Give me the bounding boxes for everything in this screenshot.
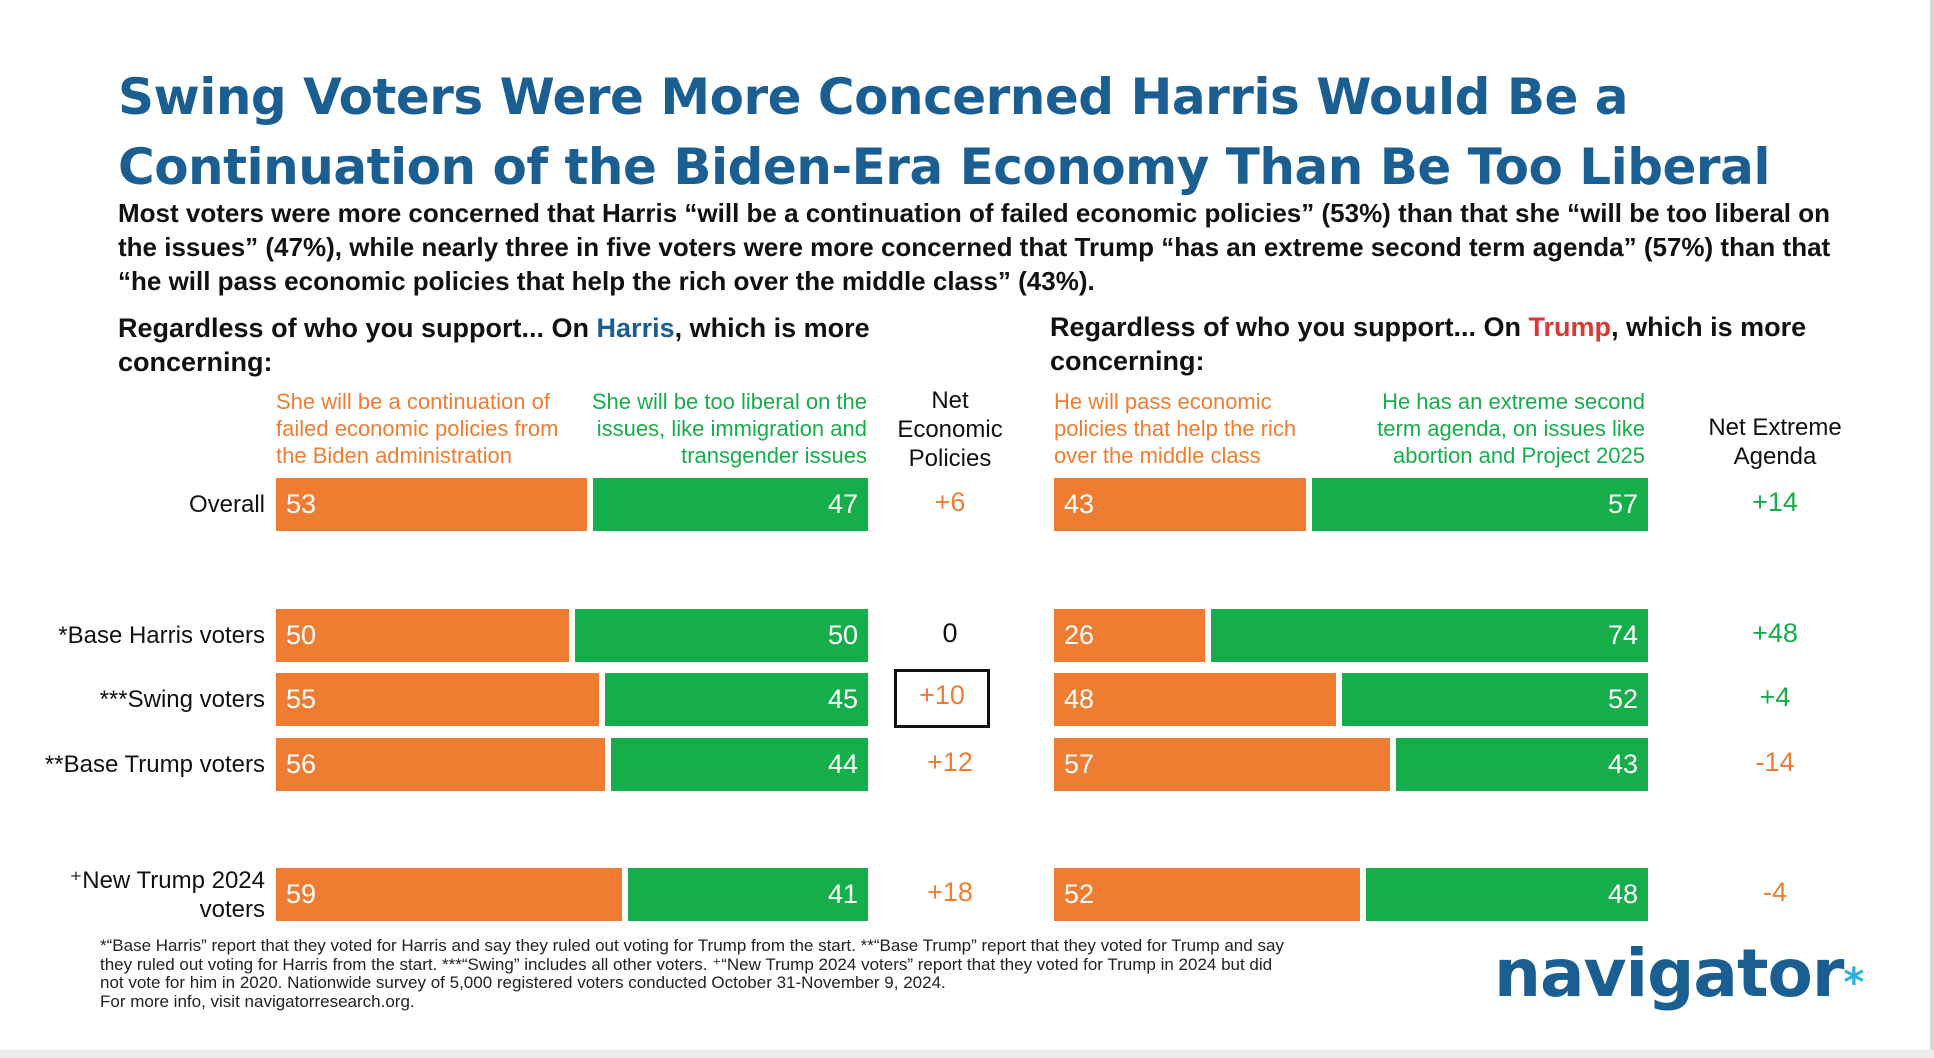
bar-segment-green: 74 (1211, 609, 1648, 662)
row-label-swing: ***Swing voters (100, 685, 265, 714)
net-value: 0 (942, 618, 958, 648)
left-net-header: Net Economic Policies (880, 386, 1020, 473)
bar-segment-orange: 56 (276, 738, 605, 791)
logo-text: navigator (1494, 935, 1844, 1012)
right-green-header-line: He has an extreme second (1382, 389, 1645, 414)
bar-segment-orange: 50 (276, 609, 569, 662)
row-label-base-harris: *Base Harris voters (58, 621, 265, 650)
right-orange-header-line: policies that help the rich (1054, 416, 1297, 441)
net-value: -14 (1755, 747, 1795, 777)
page-title: Swing Voters Were More Concerned Harris … (118, 62, 1878, 202)
bar-segment-orange: 26 (1054, 609, 1205, 662)
left-net-header-line: Economic (897, 416, 1003, 443)
bar-segment-orange: 55 (276, 673, 599, 726)
bar-segment-green: 45 (605, 673, 868, 726)
left-green-header-line: transgender issues (681, 443, 867, 468)
row-label-line: Overall (188, 491, 265, 518)
row-label-line: voters (199, 896, 265, 923)
net-value: +4 (1759, 682, 1791, 712)
subtitle-line-2: the issues” (47%), while nearly three in… (118, 232, 1831, 262)
net-value: +18 (927, 877, 973, 907)
left-question-post: , which is more (674, 313, 870, 343)
left-net-header-line: Net (931, 387, 969, 414)
footnote: *“Base Harris” report that they voted fo… (100, 936, 1430, 1011)
left-question-pre: Regardless of who you support... On (118, 313, 597, 343)
right-orange-header-line: over the middle class (1054, 443, 1261, 468)
row-label-line: ⁺New Trump 2024 (69, 867, 265, 894)
right-edge-divider (1930, 0, 1934, 1058)
right-net-header: Net Extreme Agenda (1690, 413, 1860, 471)
navigator-logo: navigator* (1494, 935, 1864, 1012)
footnote-line: they ruled out voting for Harris from th… (100, 954, 1273, 974)
bar-segment-green: 57 (1312, 478, 1648, 531)
bar-segment-green: 41 (628, 868, 868, 921)
bar-segment-orange: 59 (276, 868, 622, 921)
net-value: +48 (1752, 618, 1798, 648)
right-question-line-2: concerning: (1050, 346, 1205, 376)
title-line-1: Swing Voters Were More Concerned Harris … (118, 68, 1629, 126)
bar-segment-green: 47 (593, 478, 868, 531)
row-label-line: ***Swing voters (99, 686, 265, 713)
left-orange-header-line: the Biden administration (276, 443, 513, 468)
right-question-pre: Regardless of who you support... On (1050, 312, 1529, 342)
left-question-candidate: Harris (596, 313, 675, 343)
right-green-header: He has an extreme second term agenda, on… (1345, 388, 1645, 469)
bar-segment-orange: 48 (1054, 673, 1336, 726)
bar-segment-green: 43 (1396, 738, 1648, 791)
row-label-line: *Base Harris voters (58, 622, 265, 649)
left-green-header-line: issues, like immigration and (596, 416, 867, 441)
bar-segment-green: 52 (1342, 673, 1648, 726)
bottom-edge-divider (0, 1050, 1934, 1058)
right-green-header-line: abortion and Project 2025 (1393, 443, 1645, 468)
net-value: -4 (1762, 877, 1787, 907)
right-net-header-line: Net Extreme (1708, 414, 1842, 441)
left-net-header-line: Policies (908, 445, 992, 472)
subtitle-line-1: Most voters were more concerned that Har… (118, 198, 1830, 228)
left-panel-question: Regardless of who you support... On Harr… (118, 311, 938, 379)
row-label-base-trump: **Base Trump voters (45, 750, 265, 779)
bar-segment-orange: 57 (1054, 738, 1390, 791)
title-line-2: Continuation of the Biden-Era Economy Th… (118, 138, 1770, 196)
bar-segment-green: 50 (575, 609, 868, 662)
footnote-line: For more info, visit navigatorresearch.o… (100, 991, 415, 1011)
net-value: +10 (894, 669, 990, 728)
subtitle-line-3: “he will pass economic policies that hel… (118, 266, 1095, 296)
footnote-line: not vote for him in 2020. Nationwide sur… (100, 973, 946, 992)
net-value: +6 (934, 487, 966, 517)
row-label-line: **Base Trump voters (44, 751, 265, 778)
right-green-header-line: term agenda, on issues like (1377, 416, 1645, 441)
footnote-line: *“Base Harris” report that they voted fo… (100, 936, 1284, 955)
left-green-header-line: She will be too liberal on the (591, 389, 867, 414)
bar-segment-orange: 53 (276, 478, 587, 531)
row-label-overall: Overall (189, 490, 265, 519)
right-question-post: , which is more (1611, 312, 1807, 342)
bar-segment-orange: 52 (1054, 868, 1360, 921)
left-orange-header: She will be a continuation of failed eco… (276, 388, 576, 469)
left-green-header: She will be too liberal on the issues, l… (568, 388, 867, 469)
left-orange-header-line: She will be a continuation of (276, 389, 550, 414)
logo-mark-icon: * (1843, 960, 1864, 1006)
left-orange-header-line: failed economic policies from (276, 416, 559, 441)
right-panel-question: Regardless of who you support... On Trum… (1050, 310, 1910, 378)
net-value: +12 (927, 747, 973, 777)
row-label-new-trump: ⁺New Trump 2024 voters (70, 866, 265, 924)
net-value: +14 (1752, 487, 1798, 517)
subtitle: Most voters were more concerned that Har… (118, 196, 1878, 298)
right-net-header-line: Agenda (1733, 443, 1817, 470)
bar-segment-green: 48 (1366, 868, 1648, 921)
bar-segment-green: 44 (611, 738, 868, 791)
left-question-line-2: concerning: (118, 347, 273, 377)
right-question-candidate: Trump (1528, 312, 1612, 342)
right-orange-header: He will pass economic policies that help… (1054, 388, 1344, 469)
right-orange-header-line: He will pass economic (1054, 389, 1272, 414)
bar-segment-orange: 43 (1054, 478, 1306, 531)
